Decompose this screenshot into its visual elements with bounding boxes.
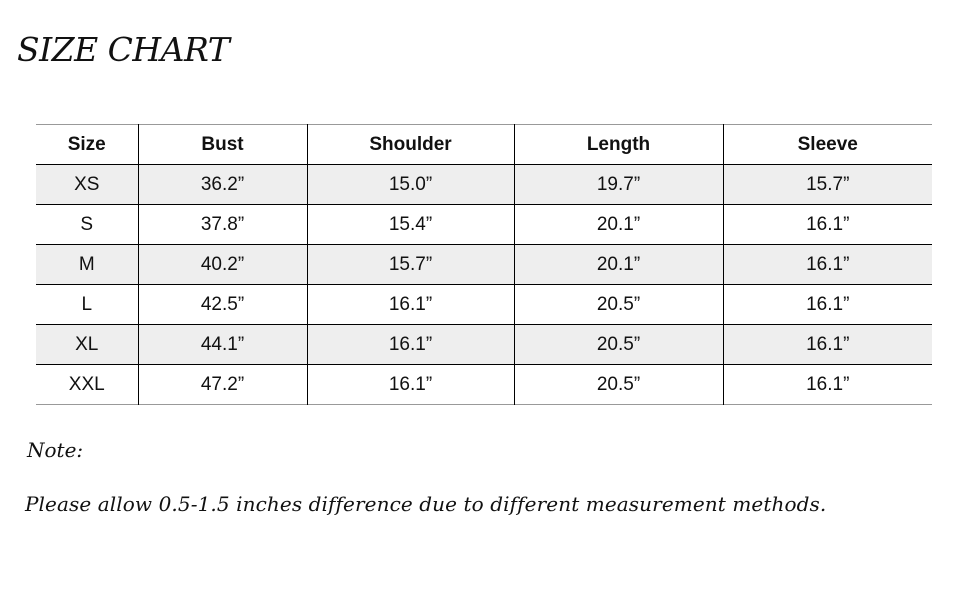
table-cell: 16.1” xyxy=(722,364,932,405)
note-label: Note: xyxy=(27,438,84,462)
table-row: S 37.8” 15.4” 20.1” 16.1” xyxy=(36,204,932,245)
table-cell: 20.5” xyxy=(513,364,723,405)
table-cell: XXL xyxy=(68,373,105,395)
size-table: Size Bust Shoulder Length Sleeve XS 36.2” 15.0… xyxy=(36,124,932,405)
table-cell: 20.5” xyxy=(513,284,723,325)
column-header: Length xyxy=(513,124,723,165)
table-cell: XS xyxy=(74,173,100,195)
table-cell: 16.1” xyxy=(722,284,932,325)
table-cell: 16.1” xyxy=(722,204,932,245)
table-cell: 40.2” xyxy=(137,244,307,285)
table-cell: 15.4” xyxy=(306,204,514,245)
table-cell: XL xyxy=(75,333,99,355)
table-cell: 47.2” xyxy=(137,364,307,405)
table-row: XL 44.1” 16.1” 20.5” 16.1” xyxy=(36,324,932,365)
table-cell: M xyxy=(78,253,95,275)
table-cell: 36.2” xyxy=(137,164,307,205)
table-header-row: Size Bust Shoulder Length Sleeve xyxy=(36,124,932,165)
table-cell: 19.7” xyxy=(513,164,723,205)
table-cell: 15.7” xyxy=(722,164,932,205)
column-header: Sleeve xyxy=(722,124,932,165)
column-header: Size xyxy=(67,133,106,155)
table-cell: 16.1” xyxy=(306,324,514,365)
table-cell: S xyxy=(80,213,94,235)
table-row: M 40.2” 15.7” 20.1” 16.1” xyxy=(36,244,932,285)
table-cell: 37.8” xyxy=(137,204,307,245)
page-title: SIZE CHART xyxy=(17,30,230,69)
table-cell: L xyxy=(81,293,93,315)
note-text: Please allow 0.5-1.5 inches difference d… xyxy=(25,492,827,516)
table-cell: 20.1” xyxy=(513,244,723,285)
table-cell: 42.5” xyxy=(137,284,307,325)
table-cell: 20.1” xyxy=(513,204,723,245)
table-cell: 16.1” xyxy=(306,284,514,325)
table-cell: 16.1” xyxy=(306,364,514,405)
column-header: Bust xyxy=(137,124,307,165)
table-cell: 44.1” xyxy=(137,324,307,365)
table-cell: 16.1” xyxy=(722,244,932,285)
table-cell: 16.1” xyxy=(722,324,932,365)
table-row: XXL 47.2” 16.1” 20.5” 16.1” xyxy=(36,364,932,405)
column-header: Shoulder xyxy=(306,124,514,165)
table-cell: 15.7” xyxy=(306,244,514,285)
table-row: XS 36.2” 15.0” 19.7” 15.7” xyxy=(36,164,932,205)
table-cell: 15.0” xyxy=(306,164,514,205)
table-row: L 42.5” 16.1” 20.5” 16.1” xyxy=(36,284,932,325)
table-cell: 20.5” xyxy=(513,324,723,365)
